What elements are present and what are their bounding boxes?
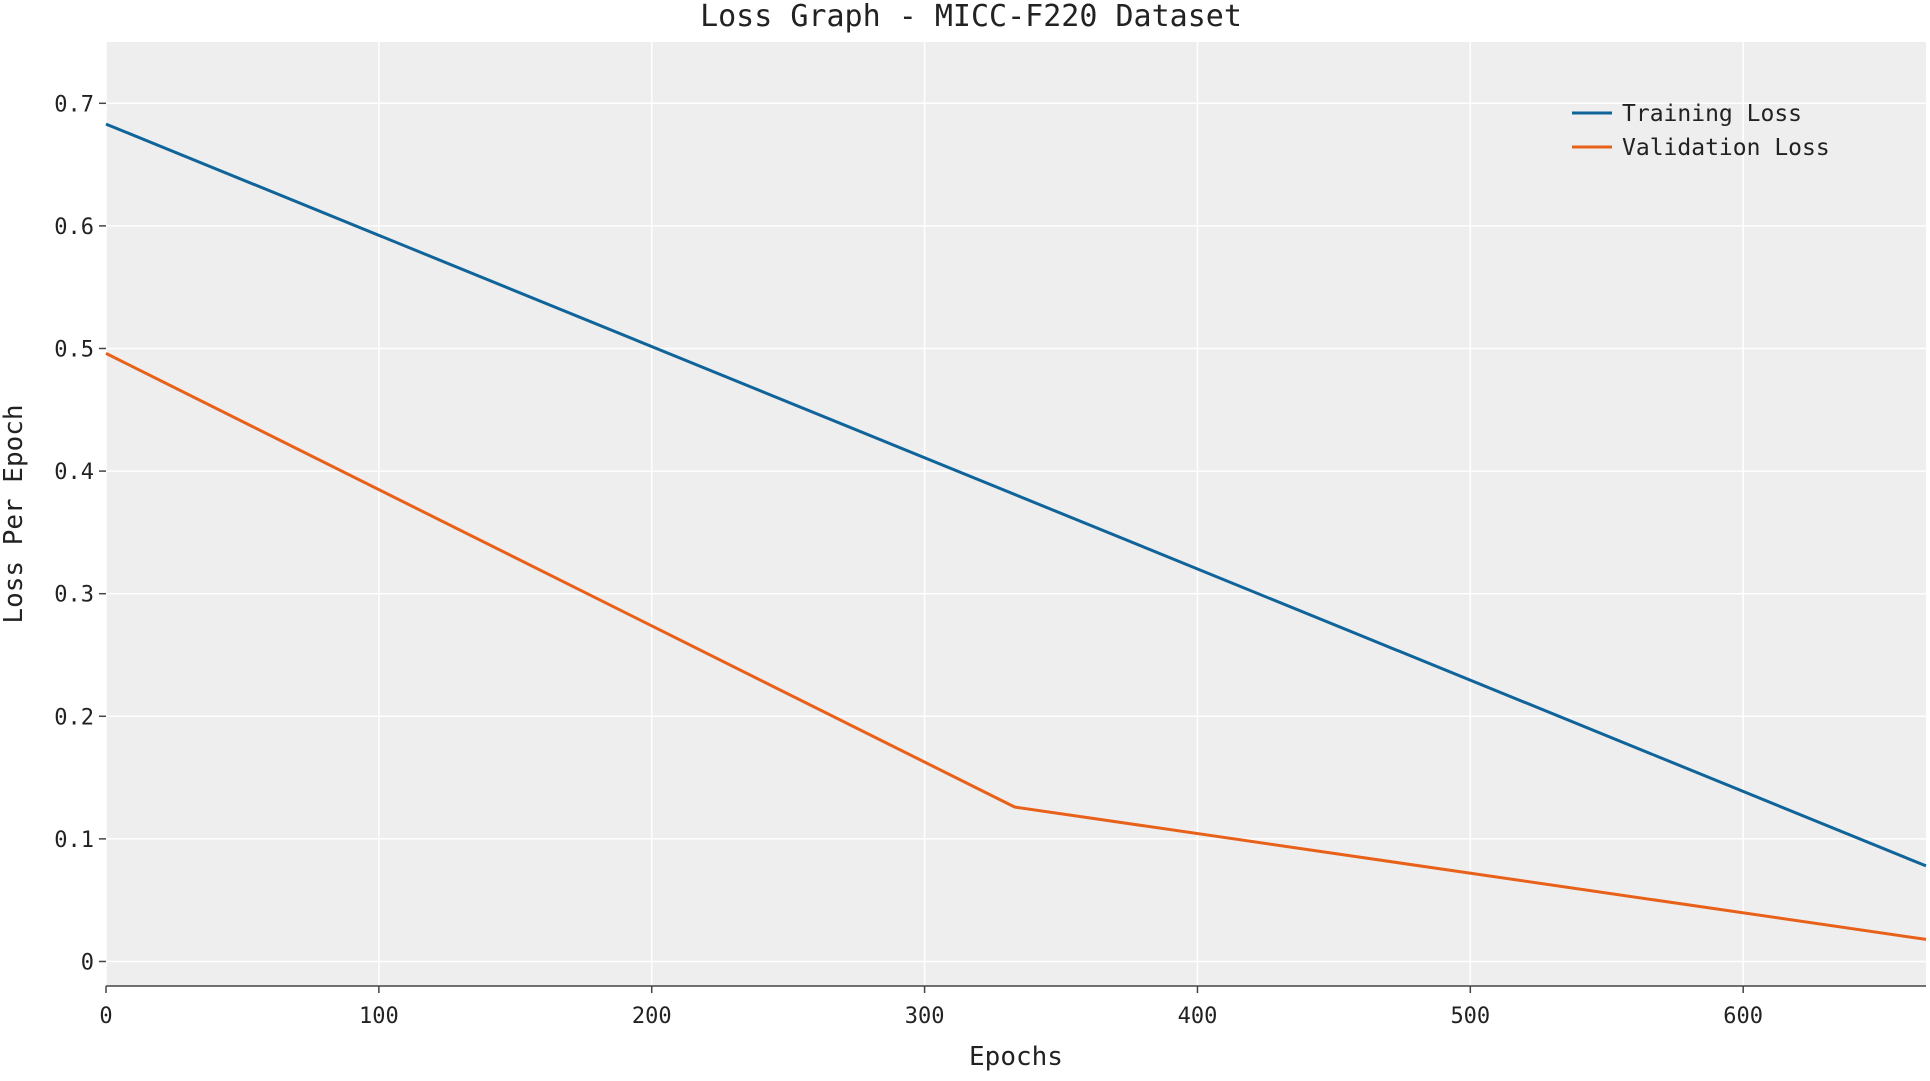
axes: 0 100 200 300 400 500 600 0 0.1 0.2 0.3 0.4 0.5 0.6 0.… <box>54 92 1926 1029</box>
grid-lines <box>105 42 1926 986</box>
x-tick-label: 500 <box>1450 1004 1490 1029</box>
x-tick-label: 600 <box>1723 1004 1763 1029</box>
y-tick-label: 0.2 <box>54 705 94 730</box>
x-tick-label: 100 <box>359 1004 399 1029</box>
chart-title: Loss Graph - MICC-F220 Dataset <box>700 0 1242 34</box>
y-tick-label: 0.1 <box>54 828 94 853</box>
y-tick-label: 0.6 <box>54 215 94 240</box>
y-tick-label: 0.7 <box>54 92 94 117</box>
x-tick-label: 400 <box>1178 1004 1218 1029</box>
x-tick-label: 200 <box>632 1004 672 1029</box>
plot-background <box>106 42 1926 986</box>
y-tick-label: 0.3 <box>54 583 94 608</box>
x-tick-label: 300 <box>905 1004 945 1029</box>
x-axis-label: Epochs <box>969 1042 1063 1072</box>
legend-label: Validation Loss <box>1622 135 1830 161</box>
x-tick-label: 0 <box>99 1004 112 1029</box>
series-lines <box>105 122 1927 941</box>
y-tick-label: 0.5 <box>54 337 94 362</box>
series-line-validation-loss <box>105 352 1927 941</box>
y-tick-label: 0.4 <box>54 460 94 485</box>
y-tick-label: 0 <box>81 950 94 975</box>
y-axis-label: Loss Per Epoch <box>0 404 29 623</box>
series-line-training-loss <box>105 122 1927 868</box>
legend-label: Training Loss <box>1622 101 1802 127</box>
legend: Training Loss Validation Loss <box>1572 101 1830 161</box>
